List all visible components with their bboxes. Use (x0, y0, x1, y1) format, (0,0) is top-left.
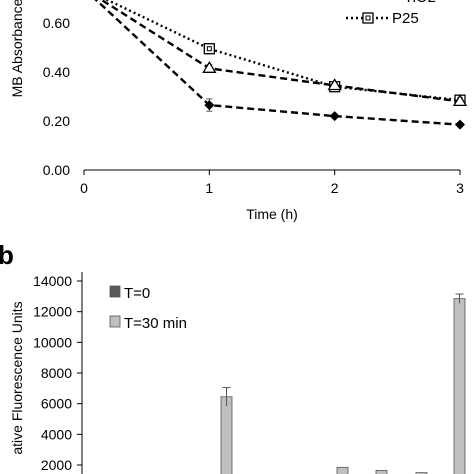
bar-chart-legend: T=0 T=30 min (109, 285, 187, 332)
bar (375, 469, 388, 474)
bar (220, 396, 233, 474)
square-marker (203, 43, 215, 55)
line-chart-y-ticks: 0.00 0.20 0.40 0.60 (43, 15, 70, 178)
x-axis-title: Time (h) (246, 206, 298, 222)
diamond-marker (329, 111, 340, 122)
y-tick-label: 8000 (41, 365, 72, 381)
legend-label: P25 (392, 10, 419, 27)
x-tick-label: 1 (205, 180, 213, 196)
legend-square-marker-inner (365, 15, 371, 21)
series-2 (94, 0, 465, 130)
panel-label-b: b (0, 240, 14, 270)
y-tick-label: 2000 (41, 457, 72, 473)
triangle-marker (327, 78, 342, 91)
series-1 (99, 0, 468, 107)
series-line (99, 0, 461, 103)
bar-chart-y-ticks: 2000 4000 6000 8000 10000 12000 14000 (33, 273, 82, 473)
x-tick-label: 0 (80, 180, 88, 196)
bar (336, 466, 349, 474)
legend-swatch (109, 285, 121, 298)
y-tick-label: 6000 (41, 396, 72, 412)
x-tick-label: 2 (331, 180, 339, 196)
line-chart-x-ticks: 0 1 2 3 (80, 170, 464, 196)
legend-square-marker (362, 12, 374, 24)
y-tick-label: 10000 (33, 334, 72, 350)
line-chart-series (94, 0, 468, 130)
y-tick-label: 0.40 (43, 64, 70, 80)
line-chart-panel: 0.00 0.20 0.40 0.60 0 1 2 3 Time (h) MB Absorb… (9, 0, 468, 222)
y-tick-label: 0.60 (43, 15, 70, 31)
bar (415, 472, 428, 474)
bar-chart-bars (220, 293, 466, 474)
legend-label: TiO2 (404, 0, 436, 6)
series-line (94, 0, 461, 126)
y-axis-title: MB Absorbance (9, 0, 25, 97)
legend-label: T=30 min (124, 315, 187, 332)
diamond-marker (204, 100, 215, 111)
y-tick-label: 12000 (33, 304, 72, 320)
y-tick-label: 0.00 (43, 162, 70, 178)
square-marker-inner (206, 46, 212, 52)
x-tick-label: 3 (456, 180, 464, 196)
bar-y-axis-title: ative Fluorescence Units (9, 301, 25, 454)
y-tick-label: 0.20 (43, 113, 70, 129)
y-tick-label: 4000 (41, 426, 72, 442)
triangle-marker (452, 94, 468, 107)
y-tick-label: 14000 (33, 273, 72, 289)
legend-swatch (109, 315, 121, 328)
diamond-marker (455, 119, 465, 130)
bar-chart-panel: b 2000 4000 6000 8000 10000 12000 14000 ative … (0, 240, 466, 474)
triangle-marker (202, 61, 217, 73)
line-chart-legend: TiO2 P25 (346, 0, 436, 27)
legend-label: T=0 (124, 285, 150, 302)
bar (453, 298, 466, 474)
